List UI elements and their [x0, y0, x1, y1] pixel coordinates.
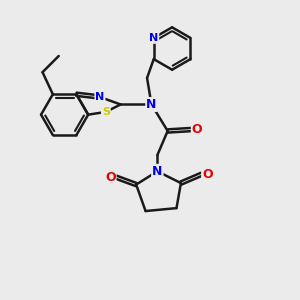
Text: O: O [192, 123, 203, 136]
Text: N: N [146, 98, 157, 111]
Text: N: N [149, 33, 158, 43]
Text: O: O [202, 168, 213, 181]
Text: S: S [102, 107, 110, 117]
Text: N: N [152, 165, 163, 178]
Text: N: N [95, 92, 105, 102]
Text: O: O [105, 171, 116, 184]
